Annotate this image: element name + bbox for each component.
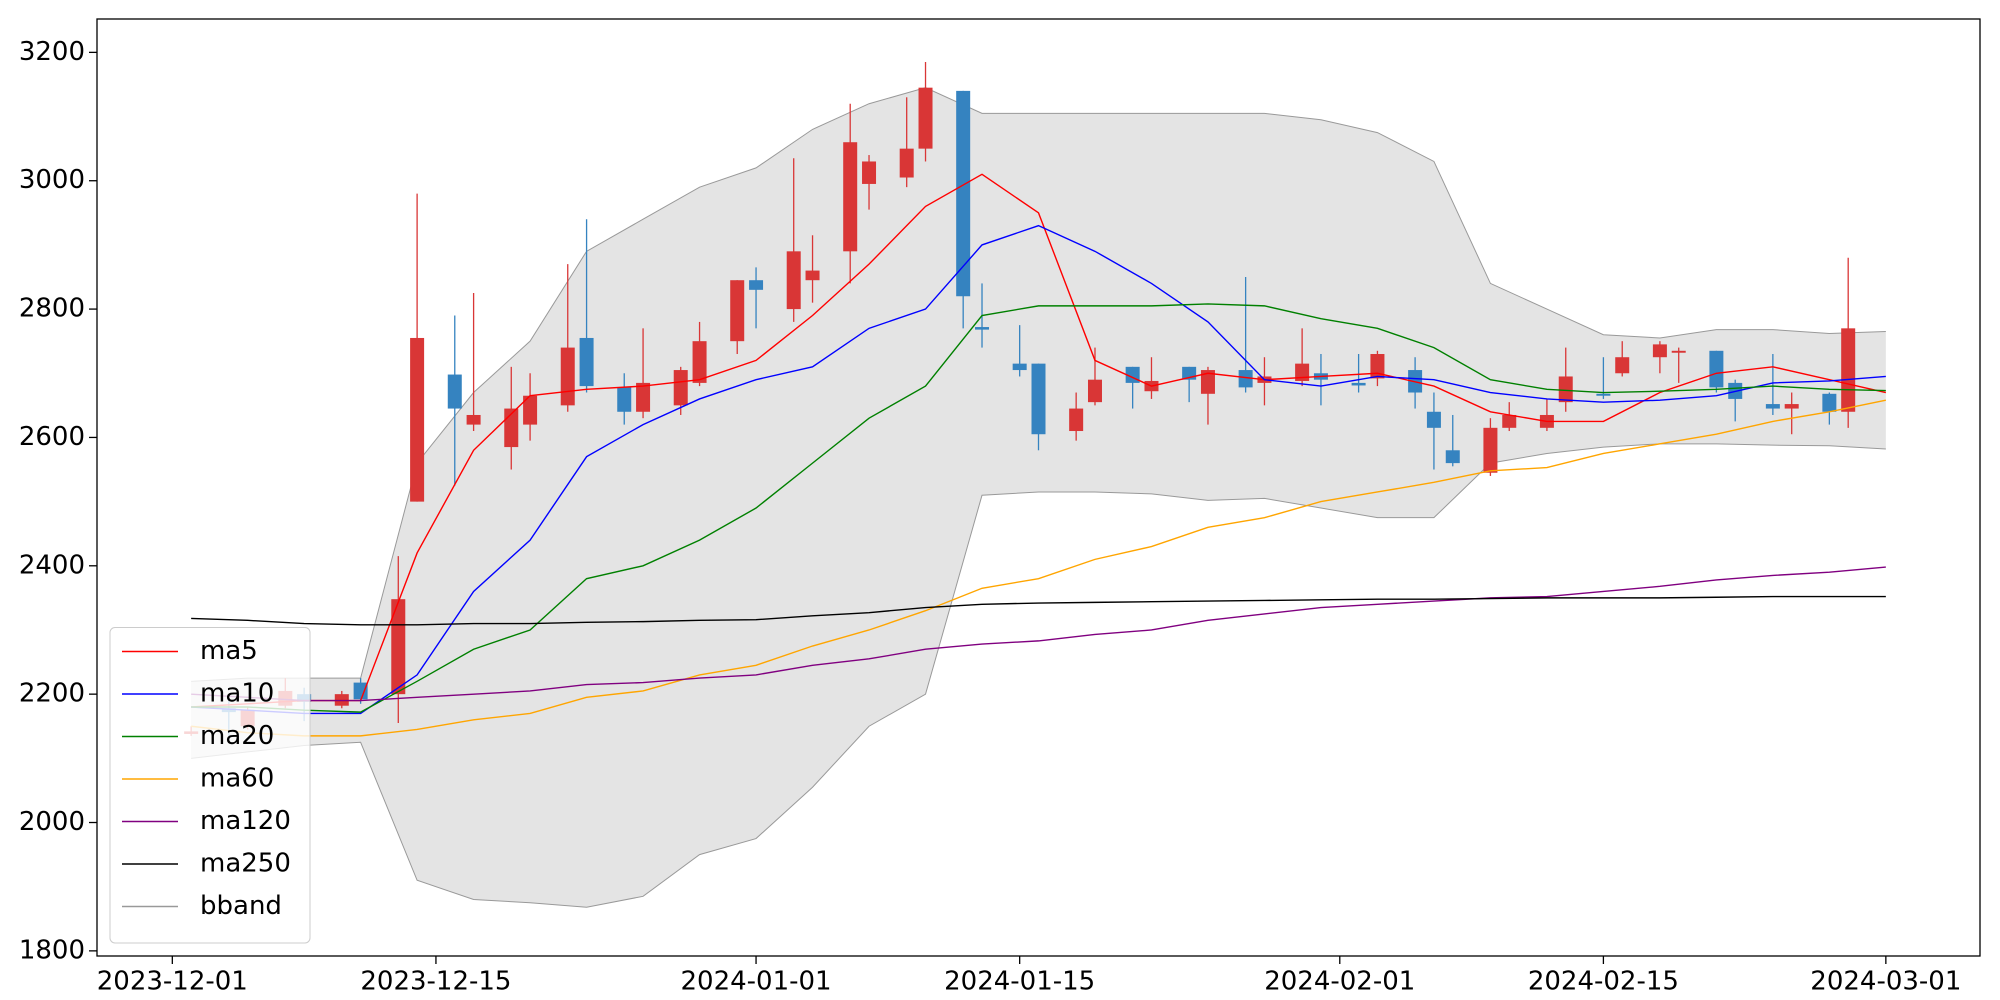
candle-body	[391, 599, 406, 695]
candle-body	[975, 327, 990, 330]
candle-body	[730, 280, 745, 342]
candle-body	[523, 395, 538, 425]
candle-body	[1483, 427, 1498, 473]
candle-body	[1200, 370, 1215, 394]
candle-body	[617, 387, 632, 412]
candle-body	[1652, 344, 1667, 358]
candle-body	[1087, 379, 1102, 403]
legend-label: ma5	[200, 636, 258, 666]
candle-body	[353, 682, 368, 700]
candle-body	[1445, 450, 1460, 464]
x-tick-label: 2023-12-01	[97, 967, 248, 997]
y-tick-label: 1800	[19, 935, 85, 965]
candle-body	[410, 337, 425, 502]
candle-body	[1370, 354, 1385, 379]
x-tick-label: 2024-02-01	[1264, 967, 1415, 997]
y-tick-label: 2600	[19, 422, 85, 452]
legend-label: ma250	[200, 849, 291, 879]
candle-body	[1784, 404, 1799, 409]
candle-body	[1069, 408, 1084, 432]
axes-frame	[96, 18, 1981, 957]
candle-body	[1596, 393, 1611, 396]
candle-body	[1558, 376, 1573, 403]
legend-label: ma10	[200, 679, 274, 709]
candle-body	[673, 370, 688, 406]
candle-body	[749, 280, 764, 290]
candle-body	[1295, 363, 1310, 381]
candle-body	[560, 347, 575, 406]
candle-body	[805, 270, 820, 281]
candle-body	[1426, 411, 1441, 428]
candle-body	[692, 341, 707, 383]
legend-label: ma120	[200, 806, 291, 836]
candle-body	[1031, 363, 1046, 435]
legend-label: ma60	[200, 764, 274, 794]
candle-body	[1765, 404, 1780, 409]
y-tick-label: 2000	[19, 807, 85, 837]
plot-area	[184, 61, 1887, 908]
y-tick-label: 3000	[19, 165, 85, 195]
x-tick-label: 2024-02-15	[1528, 967, 1679, 997]
bollinger-band	[191, 87, 1886, 908]
candle-body	[579, 337, 594, 387]
candle-body	[636, 382, 651, 412]
candle-body	[466, 414, 481, 425]
candle-body	[786, 251, 801, 310]
candle-body	[1615, 357, 1630, 374]
y-tick-label: 2200	[19, 679, 85, 709]
x-tick-label: 2024-03-01	[1810, 967, 1961, 997]
candle-body	[447, 374, 462, 409]
legend: ma5 ma10 ma20 ma60 ma120 ma250 bband	[109, 627, 311, 944]
candle-body	[899, 148, 914, 178]
y-tick-label: 2800	[19, 294, 85, 324]
candle-body	[1841, 328, 1856, 412]
candle-body	[1709, 350, 1724, 388]
ma-line	[191, 595, 1886, 626]
candle-body	[862, 161, 877, 184]
candle-body	[1012, 363, 1027, 371]
axes: 1800 2000 2200 2400 2600 2800 3000 3200 2023-12-…	[19, 37, 1962, 997]
ma-line	[191, 566, 1886, 702]
ma-line	[191, 399, 1886, 737]
band-edge	[191, 443, 1886, 908]
candle-body	[843, 142, 858, 252]
candle-body	[1238, 370, 1253, 388]
y-tick-label: 2400	[19, 550, 85, 580]
legend-label: bband	[200, 891, 282, 921]
candle-body	[1351, 382, 1366, 386]
candle-body	[918, 87, 933, 149]
legend-label: ma20	[200, 721, 274, 751]
x-tick-label: 2024-01-15	[944, 967, 1095, 997]
x-tick-label: 2024-01-01	[680, 967, 831, 997]
x-tick-label: 2023-12-15	[360, 967, 511, 997]
candle-body	[1502, 414, 1517, 428]
ma-line	[191, 173, 1887, 708]
candle-body	[1822, 393, 1837, 412]
y-tick-label: 3200	[19, 37, 85, 67]
ma-line	[191, 224, 1886, 715]
candle-body	[956, 90, 971, 297]
candle-body	[1671, 350, 1686, 353]
ma-line	[191, 303, 1886, 713]
